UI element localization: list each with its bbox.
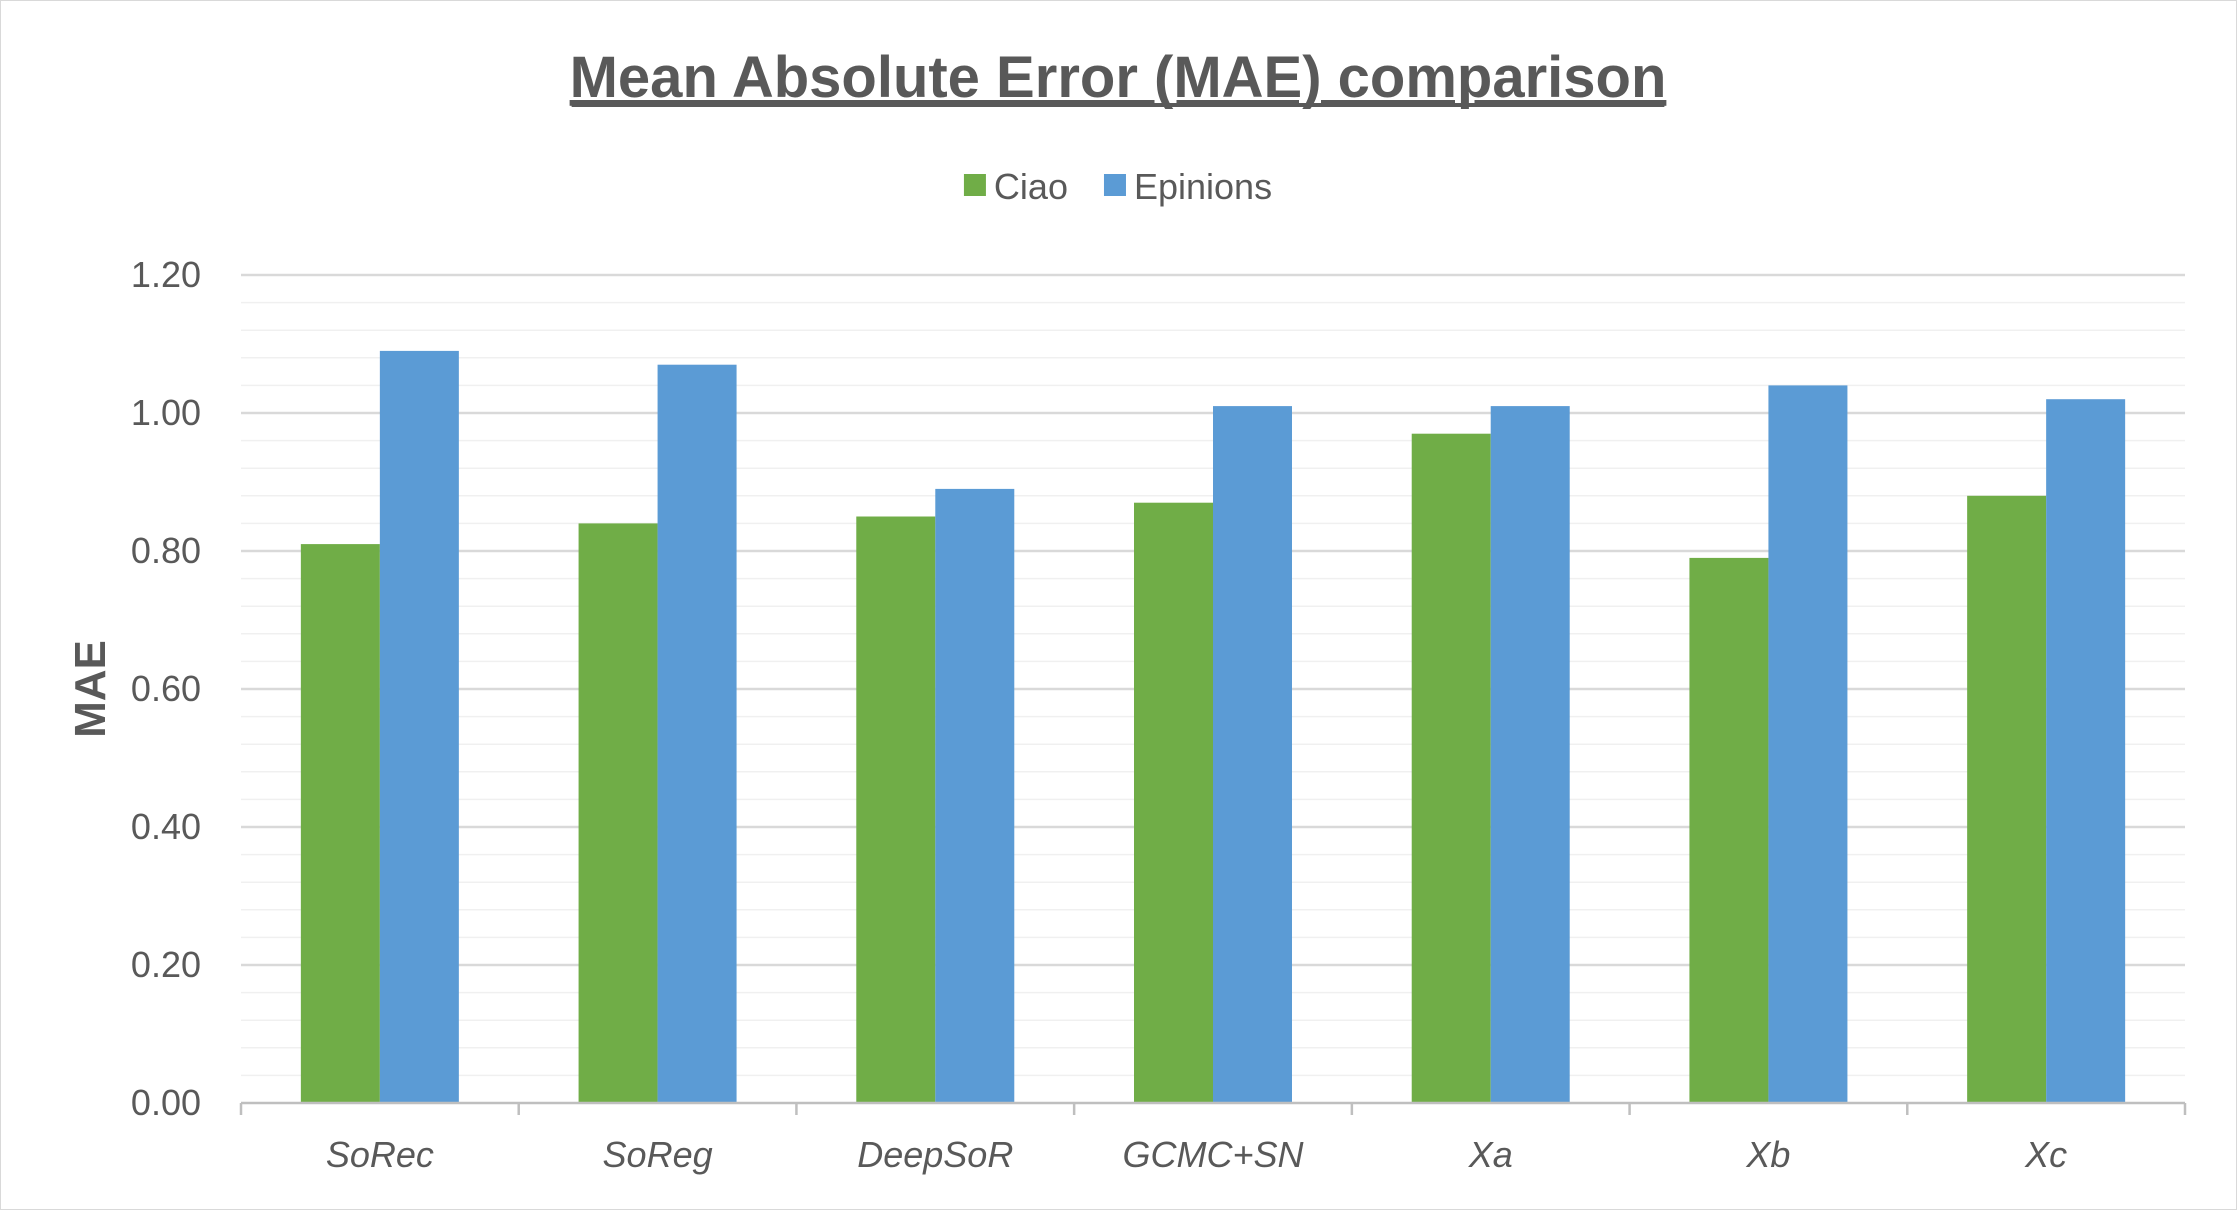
bars xyxy=(300,350,2126,1104)
bar-epinions-xb xyxy=(1768,385,1848,1103)
y-tick-label: 1.00 xyxy=(131,392,201,433)
legend-swatch xyxy=(963,174,986,196)
y-tick-label: 0.40 xyxy=(131,806,201,847)
bar-epinions-sorec xyxy=(379,350,459,1103)
bar-ciao-soreg xyxy=(578,523,658,1103)
y-tick-label: 0.80 xyxy=(131,530,201,571)
bar-epinions-gcmc-sn xyxy=(1213,406,1292,1104)
x-axis-ticks: SoRec SoReg DeepSoR GCMC+SN Xa Xb Xc xyxy=(326,1134,2067,1175)
bar-ciao-xa xyxy=(1411,433,1491,1103)
bar-ciao-gcmc-sn xyxy=(1134,502,1213,1103)
y-axis-ticks: 0.00 0.20 0.40 0.60 0.80 1.00 1.20 xyxy=(131,254,201,1123)
bar-ciao-sorec xyxy=(300,544,380,1103)
legend-item-epinions: Epinions xyxy=(1103,166,1272,207)
x-tick-label: Xb xyxy=(1745,1134,1790,1175)
bar-epinions-deepsor xyxy=(935,488,1015,1103)
legend-label: Ciao xyxy=(994,166,1068,207)
y-tick-label: 0.60 xyxy=(131,668,201,709)
x-tick-label: SoReg xyxy=(603,1134,713,1175)
bar-epinions-soreg xyxy=(657,364,737,1103)
bar-epinions-xa xyxy=(1490,406,1570,1104)
x-axis xyxy=(239,1101,2187,1115)
y-tick-label: 1.20 xyxy=(131,254,201,295)
legend: Ciao Epinions xyxy=(963,166,1272,207)
bar-ciao-xb xyxy=(1689,557,1769,1103)
x-tick-label: Xa xyxy=(1468,1134,1513,1175)
x-tick-label: GCMC+SN xyxy=(1122,1134,1304,1175)
bar-ciao-deepsor xyxy=(856,516,936,1103)
bar-ciao-xc xyxy=(1967,495,2047,1103)
chart-title: Mean Absolute Error (MAE) comparison xyxy=(570,45,1667,110)
legend-label: Epinions xyxy=(1134,166,1272,207)
y-tick-label: 0.20 xyxy=(131,944,201,985)
y-axis-label: MAE xyxy=(66,640,115,738)
y-tick-label: 0.00 xyxy=(131,1082,201,1123)
x-tick-label: DeepSoR xyxy=(857,1134,1013,1175)
legend-item-ciao: Ciao xyxy=(963,166,1068,207)
x-tick-label: SoRec xyxy=(326,1134,434,1175)
bar-epinions-xc xyxy=(2046,399,2126,1103)
legend-swatch xyxy=(1103,174,1126,196)
x-tick-label: Xc xyxy=(2024,1134,2067,1175)
